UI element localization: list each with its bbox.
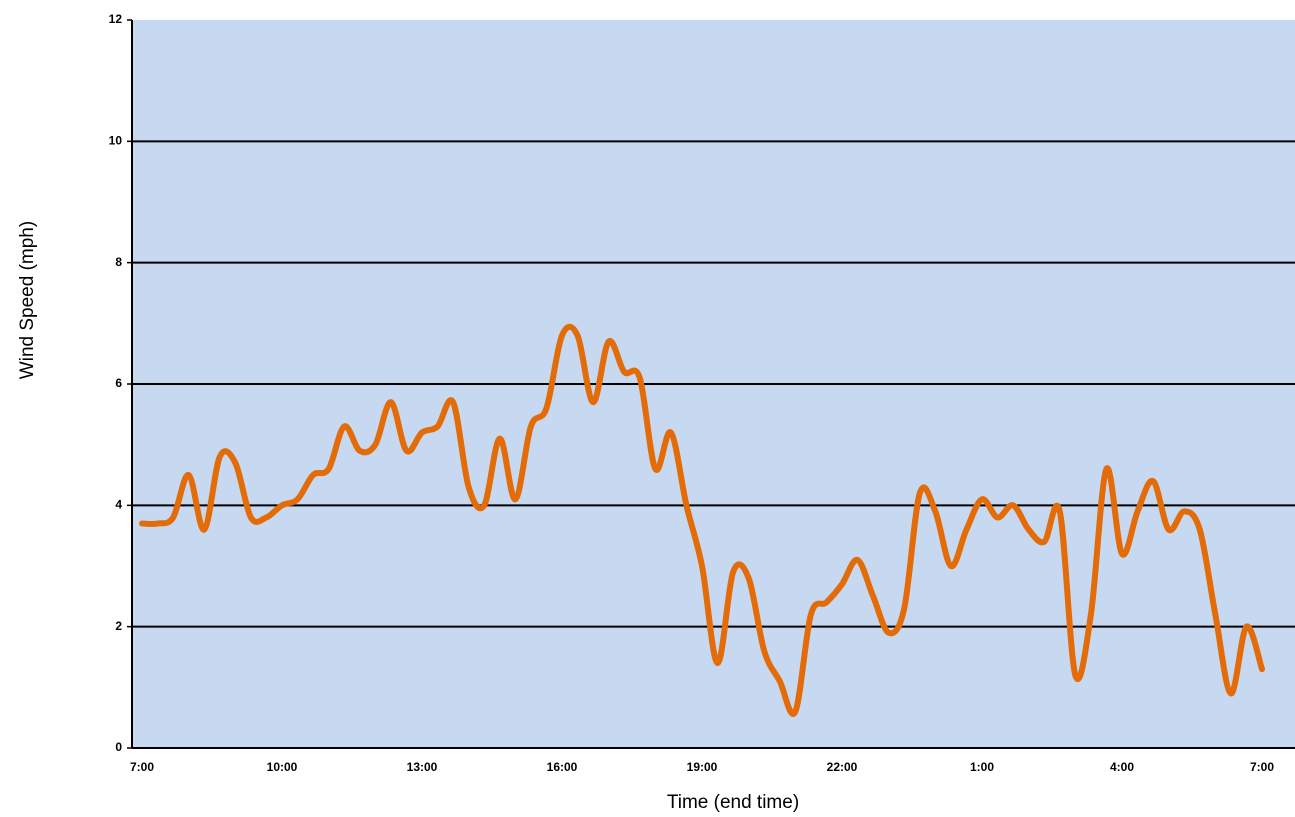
- x-axis-title: Time (end time): [667, 792, 799, 813]
- y-tick-label: 8: [115, 255, 122, 269]
- x-tick-label: 16:00: [547, 760, 578, 774]
- y-tick-label: 10: [109, 134, 123, 148]
- x-tick-label: 1:00: [970, 760, 994, 774]
- y-tick-label: 6: [115, 376, 122, 390]
- x-tick-label: 7:00: [1250, 760, 1274, 774]
- x-tick-label: 7:00: [130, 760, 154, 774]
- x-tick-label: 4:00: [1110, 760, 1134, 774]
- y-tick-label: 2: [115, 619, 122, 633]
- y-tick-label: 4: [115, 498, 122, 512]
- x-tick-label: 13:00: [407, 760, 438, 774]
- y-tick-label: 12: [109, 12, 123, 26]
- x-tick-label: 22:00: [827, 760, 858, 774]
- data-line: [139, 323, 1265, 717]
- y-tick-label: 0: [115, 740, 122, 754]
- y-axis-title: Wind Speed (mph): [17, 221, 38, 379]
- x-tick-label: 19:00: [687, 760, 718, 774]
- x-tick-label: 10:00: [267, 760, 298, 774]
